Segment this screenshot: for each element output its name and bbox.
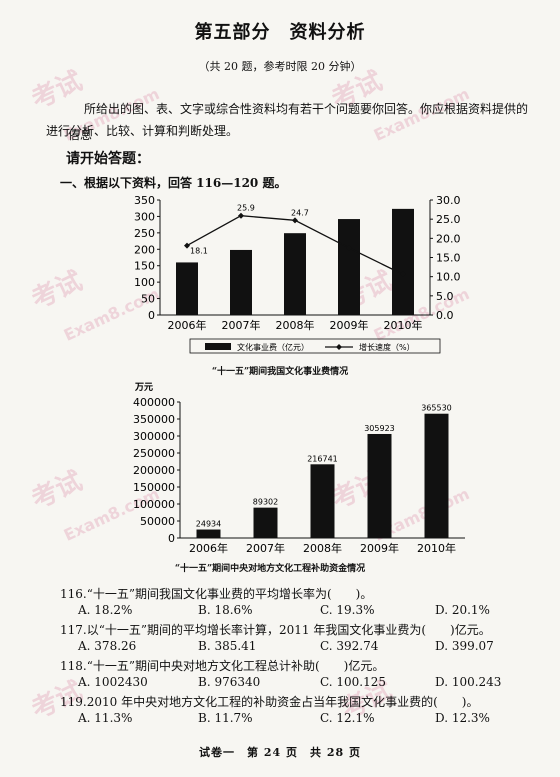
y-tick-label-left: 100	[134, 276, 155, 289]
legend-line-marker	[336, 344, 342, 350]
option-119-d[interactable]: D. 12.3%	[435, 711, 490, 725]
y-tick-label-right: 20.0	[436, 232, 461, 245]
x-tick-label: 2006年	[189, 541, 228, 555]
question-119: 119.2010 年中央对地方文化工程的补助资金占当年我国文化事业费的( )。	[60, 695, 479, 709]
chart2-caption: “十一五”期间中央对地方文化工程补助资金情况	[174, 564, 366, 574]
y-tick-label-right: 15.0	[436, 252, 461, 265]
bar	[392, 208, 414, 315]
y-tick-label: 200000	[133, 464, 175, 477]
start-label: 请开始答题：	[66, 151, 150, 167]
y-tick-label: 350000	[133, 413, 175, 426]
option-118-b[interactable]: B. 976340	[198, 675, 261, 689]
option-118-a[interactable]: A. 1002430	[78, 675, 148, 689]
bar	[176, 262, 198, 315]
question-116: 116.“十一五”期间我国文化事业费的平均增长率为( )。	[60, 587, 373, 601]
y-tick-label: 400000	[133, 396, 175, 409]
y-tick-label: 100000	[133, 498, 175, 511]
growth-point	[184, 242, 190, 249]
data-label: 305923	[364, 424, 395, 433]
growth-point	[400, 271, 406, 278]
y-tick-label: 0	[168, 532, 175, 545]
option-118-c[interactable]: C. 100.125	[320, 675, 387, 689]
bar	[196, 529, 221, 538]
data-label: 216741	[307, 454, 338, 463]
question-118: 118.“十一五”期间中央对地方文化工程总计补助( )亿元。	[60, 659, 385, 673]
bar	[367, 433, 392, 538]
growth-point	[238, 212, 244, 219]
y-tick-label-left: 200	[134, 243, 155, 256]
chart-subsidy: 万元 0 50000 100000 150000 200000 250000 300000 35…	[133, 382, 465, 555]
data-label: 365530	[421, 404, 452, 413]
chart-culture-expenditure: 0 50 100 150 200 250 300 350 0.0 5.0 10.0 15.0 20.0 2…	[134, 194, 461, 354]
option-117-b[interactable]: B. 385.41	[198, 639, 257, 653]
y-tick-label: 50000	[140, 515, 175, 528]
y-tick-label: 300000	[133, 430, 175, 443]
bar	[310, 464, 335, 538]
option-117-a[interactable]: A. 378.26	[78, 639, 137, 653]
bar	[230, 249, 252, 315]
intro-text-2: 进行分析、比较、计算和判断处理。	[46, 124, 239, 138]
growth-point	[346, 244, 352, 251]
data-label: 89302	[253, 498, 278, 507]
option-119-a[interactable]: A. 11.3%	[78, 711, 133, 725]
bar	[253, 507, 278, 538]
legend-label-line: 增长速度（%）	[359, 342, 415, 352]
section-heading: 一、根据以下资料，回答 116—120 题。	[60, 176, 287, 190]
x-tick-label: 2009年	[360, 541, 399, 555]
x-tick-label: 2010年	[384, 318, 423, 332]
y-axis-unit: 万元	[134, 382, 153, 393]
y-tick-label: 250000	[133, 447, 175, 460]
legend-label-bar: 文化事业费（亿元）	[237, 342, 309, 352]
y-tick-label-left: 300	[134, 210, 155, 223]
y-tick-label-left: 250	[134, 227, 155, 240]
bar	[338, 219, 360, 315]
question-117: 117.以“十一五”期间的平均增长率计算，2011 年我国文化事业费为( )亿元…	[60, 623, 491, 637]
option-116-b[interactable]: B. 18.6%	[198, 603, 253, 617]
page-subtitle: （共 20 题，参考时限 20 分钟）	[198, 60, 362, 73]
x-tick-label: 2008年	[303, 541, 342, 555]
option-119-c[interactable]: C. 12.1%	[320, 711, 375, 725]
option-116-d[interactable]: D. 20.1%	[435, 603, 490, 617]
page-footer: 试卷一 第 24 页 共 28 页	[199, 746, 361, 759]
y-tick-label-left: 350	[134, 194, 155, 207]
legend-bar-swatch	[205, 343, 231, 350]
y-tick-label-right: 25.0	[436, 213, 461, 226]
bar	[424, 413, 449, 538]
y-tick-label-right: 10.0	[436, 271, 461, 284]
page-title: 第五部分 资料分析	[194, 22, 366, 43]
data-label: 18.1	[190, 247, 208, 256]
option-119-b[interactable]: B. 11.7%	[198, 711, 253, 725]
growth-point	[292, 217, 298, 224]
option-117-c[interactable]: C. 392.74	[320, 639, 379, 653]
intro-text: 所给出的图、表、文字或综合性资料均有若干个问题要你回答。你应根据资料提供的信息	[68, 102, 529, 142]
x-tick-label: 2007年	[246, 541, 285, 555]
y-tick-label-left: 50	[141, 293, 155, 306]
option-117-d[interactable]: D. 399.07	[435, 639, 494, 653]
y-tick-label-left: 0	[148, 309, 155, 322]
x-tick-label: 2009年	[330, 318, 369, 332]
data-label: 25.9	[237, 204, 255, 213]
x-tick-label: 2010年	[417, 541, 456, 555]
bar	[284, 233, 306, 315]
x-tick-label: 2008年	[276, 318, 315, 332]
y-tick-label-left: 150	[134, 260, 155, 273]
legend-box	[189, 338, 441, 354]
y-tick-label-right: 0.0	[436, 309, 454, 322]
option-118-d[interactable]: D. 100.243	[435, 675, 502, 689]
x-tick-label: 2007年	[222, 318, 261, 332]
x-tick-label: 2006年	[168, 318, 207, 332]
y-tick-label: 150000	[133, 481, 175, 494]
data-label: 24934	[196, 520, 221, 529]
y-tick-label-right: 30.0	[436, 194, 461, 207]
option-116-a[interactable]: A. 18.2%	[78, 603, 133, 617]
option-116-c[interactable]: C. 19.3%	[320, 603, 375, 617]
chart1-caption: “十一五”期间我国文化事业费情况	[211, 367, 349, 377]
data-label: 24.7	[291, 208, 309, 217]
y-tick-label-right: 5.0	[436, 290, 454, 303]
